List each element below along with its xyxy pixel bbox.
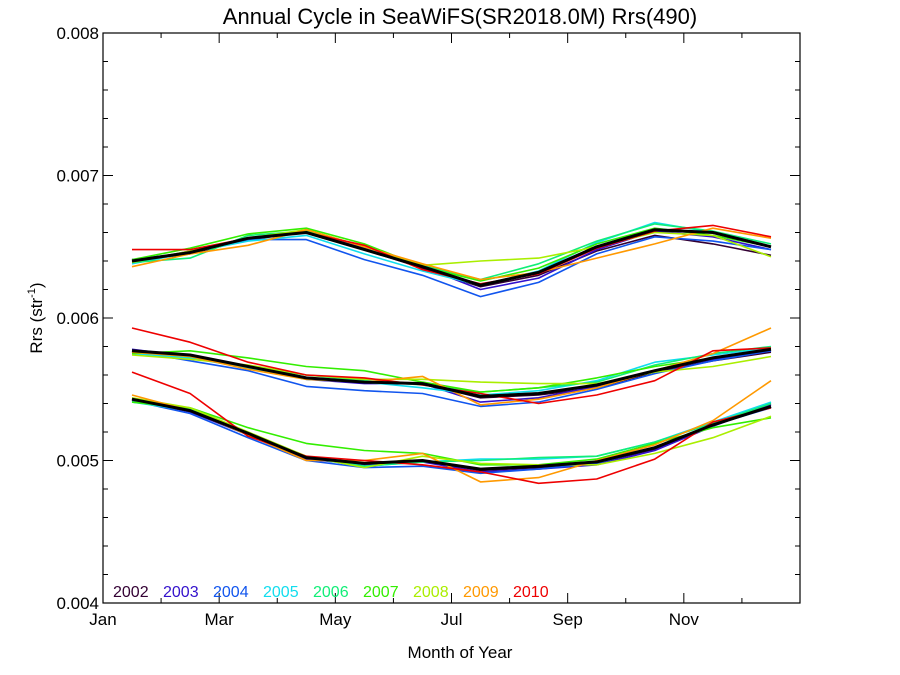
y-axis-label-close: ): [27, 282, 46, 288]
legend-entry-2006: 2006: [313, 584, 349, 601]
y-tick-label: 0.008: [56, 24, 99, 43]
legend-entry-2003: 2003: [163, 584, 199, 601]
y-tick-label: 0.005: [56, 452, 99, 471]
series-line-2003-group-1: [131, 230, 772, 291]
series-line-2009-group-1: [131, 227, 772, 281]
x-axis-label: Month of Year: [408, 643, 513, 662]
legend-entry-2007: 2007: [363, 584, 399, 601]
series-line-mean-group-2: [131, 347, 772, 398]
y-axis-ticks: 0.004 0.005 0.006 0.007 0.008: [56, 24, 800, 613]
series-line-2005-group-3: [131, 401, 772, 468]
y-axis-label-main: Rrs (str: [27, 298, 46, 354]
x-tick-label: Jul: [441, 610, 463, 629]
plot-lines: [131, 221, 772, 485]
x-tick-label: May: [319, 610, 352, 629]
legend-entry-2009: 2009: [463, 584, 499, 601]
y-axis-label: Rrs (str-1): [26, 282, 46, 353]
series-line-2008-group-1: [131, 228, 772, 267]
x-axis-ticks: Jan Mar May Jul Sep Nov: [89, 33, 743, 629]
legend-entry-2010: 2010: [513, 584, 549, 601]
x-tick-label: Nov: [669, 610, 700, 629]
y-tick-label: 0.006: [56, 309, 99, 328]
x-tick-label: Jan: [89, 610, 116, 629]
chart-title: Annual Cycle in SeaWiFS(SR2018.0M) Rrs(4…: [223, 4, 697, 29]
series-line-mean-group-3: [131, 397, 772, 471]
series-line-2008-group-3: [131, 397, 772, 469]
series-line-mean-group-1: [131, 228, 772, 287]
series-line-2007-group-1: [131, 227, 772, 282]
x-tick-label: Sep: [553, 610, 583, 629]
legend-entry-2002: 2002: [113, 584, 149, 601]
series-line-2007-group-2: [131, 348, 772, 393]
y-tick-label: 0.004: [56, 594, 99, 613]
legend-entry-2008: 2008: [413, 584, 449, 601]
y-axis-label-superscript: -1: [26, 288, 38, 298]
legend-entry-2005: 2005: [263, 584, 299, 601]
series-line-2005-group-1: [131, 221, 772, 287]
plot-frame: [102, 32, 801, 604]
series-line-2007-group-3: [131, 401, 772, 466]
legend-entry-2004: 2004: [213, 584, 249, 601]
x-tick-label: Mar: [205, 610, 235, 629]
y-tick-label: 0.007: [56, 167, 99, 186]
series-line-2003-group-2: [131, 348, 772, 403]
legend: 2002 2003 2004 2005 2006 2007 2008 2009 2010: [113, 584, 549, 601]
